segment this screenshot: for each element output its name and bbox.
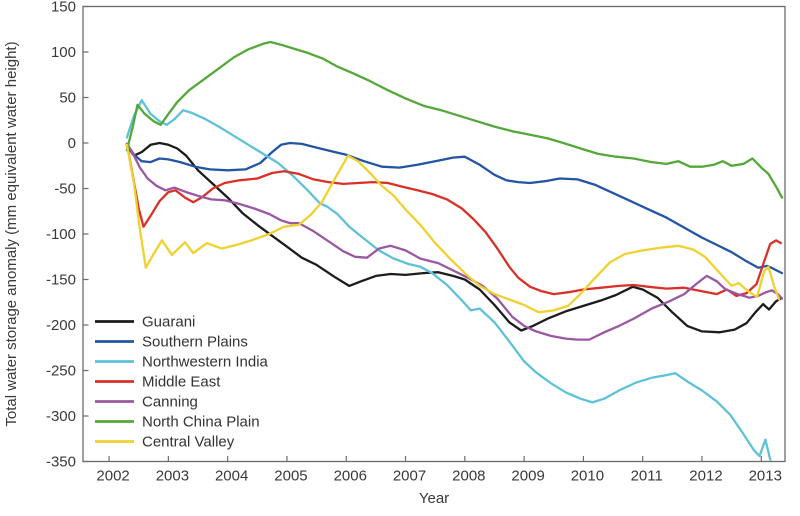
series-line-central-valley <box>125 143 781 314</box>
x-tick-label: 2002 <box>96 468 129 485</box>
legend-item-guarani: Guarani <box>95 314 195 331</box>
legend-label: Northwestern India <box>142 354 269 371</box>
legend-label: Middle East <box>142 374 221 391</box>
legend: Guarani Southern Plains Northwestern India… <box>95 314 269 451</box>
y-tick-label: 50 <box>59 90 76 107</box>
y-tick-label: -50 <box>54 181 76 198</box>
legend-item-central-valley: Central Valley <box>95 434 235 451</box>
y-tick-label: -350 <box>46 454 76 471</box>
y-tick-label: 0 <box>68 135 76 152</box>
legend-label: Central Valley <box>142 434 235 451</box>
x-tick-label: 2010 <box>571 468 604 485</box>
y-tick-label: -100 <box>46 226 76 243</box>
legend-item-canning: Canning <box>95 394 198 411</box>
y-tick-label: -200 <box>46 317 76 334</box>
y-tick-label: 150 <box>51 0 76 16</box>
x-tick-label: 2006 <box>334 468 367 485</box>
x-tick-label: 2008 <box>452 468 485 485</box>
legend-label: Guarani <box>142 314 195 331</box>
series-lines <box>125 40 784 461</box>
y-tick-label: -250 <box>46 363 76 380</box>
legend-item-middle-east: Middle East <box>95 374 221 391</box>
series-line-southern-plains <box>125 141 784 275</box>
y-axis-ticks: 150 100 50 0 -50 -100 -150 -200 -250 -300 -350 <box>46 0 89 471</box>
y-tick-label: 100 <box>51 44 76 61</box>
x-tick-label: 2013 <box>749 468 782 485</box>
y-axis-title: Total water storage anomaly (mm equivale… <box>3 41 20 426</box>
series-line-canning <box>125 142 784 341</box>
series-line-north-china-plain <box>125 40 784 199</box>
x-tick-label: 2011 <box>631 468 663 485</box>
legend-item-southern-plains: Southern Plains <box>95 334 248 351</box>
legend-label: North China Plain <box>142 414 260 431</box>
x-tick-label: 2012 <box>689 468 722 485</box>
x-tick-label: 2009 <box>511 468 544 485</box>
series-line-northwestern-india <box>125 99 772 461</box>
legend-label: Canning <box>142 394 198 411</box>
y-tick-label: -300 <box>46 408 76 425</box>
x-axis-ticks: 2002 2003 2004 2005 2006 2007 2008 2009 2010 2011… <box>96 456 782 485</box>
x-tick-label: 2003 <box>156 468 189 485</box>
legend-label: Southern Plains <box>142 334 248 351</box>
y-tick-label: -150 <box>46 272 76 289</box>
x-tick-label: 2005 <box>274 468 307 485</box>
legend-item-northwestern-india: Northwestern India <box>95 354 269 371</box>
legend-item-north-china-plain: North China Plain <box>95 414 260 431</box>
x-axis-title: Year <box>419 490 449 507</box>
x-tick-label: 2007 <box>393 468 426 485</box>
x-tick-label: 2004 <box>215 468 248 485</box>
series-line-guarani <box>125 141 782 334</box>
series-line-middle-east <box>125 142 782 298</box>
